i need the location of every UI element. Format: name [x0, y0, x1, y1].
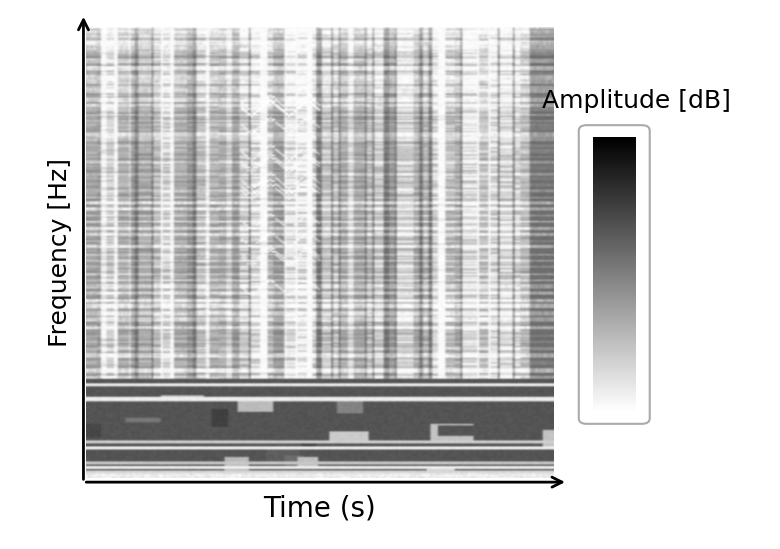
- Y-axis label: Frequency [Hz]: Frequency [Hz]: [48, 158, 72, 347]
- X-axis label: Time (s): Time (s): [264, 494, 376, 522]
- Text: Amplitude [dB]: Amplitude [dB]: [542, 88, 731, 113]
